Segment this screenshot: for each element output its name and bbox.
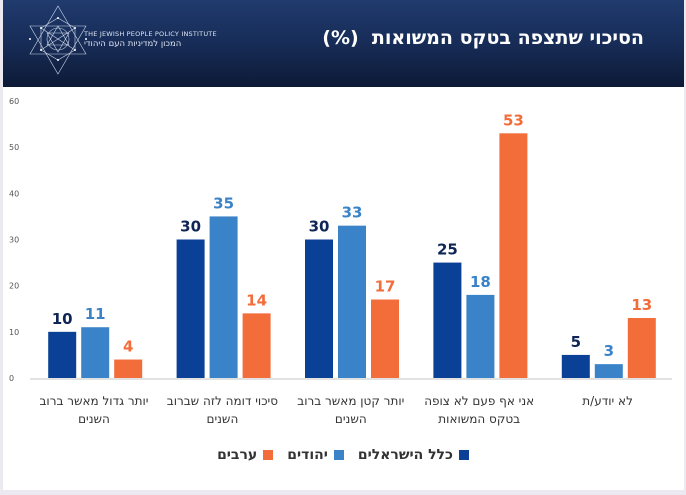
value-label: 5	[571, 333, 581, 351]
value-label: 17	[375, 278, 396, 296]
y-tick-label: 10	[9, 328, 19, 337]
legend-label-jews: יהודים	[287, 447, 328, 463]
chart-title: הסיכוי שתצפה בטקס המשואות (%)	[322, 27, 644, 49]
bars	[48, 133, 656, 378]
bar	[561, 354, 590, 378]
y-axis: 0 10 20 30 40 50 60	[9, 97, 19, 383]
y-tick-label: 30	[9, 236, 19, 245]
legend-swatch-all-israelis	[458, 450, 469, 460]
bar	[242, 313, 271, 378]
bar	[209, 216, 238, 378]
value-label: 10	[52, 310, 73, 328]
bar	[466, 294, 495, 378]
legend-label-arabs: ערבים	[217, 447, 258, 463]
value-label: 13	[631, 296, 652, 314]
bar	[594, 364, 623, 378]
category-label: סיכוי דומה לזה שברוב השנים	[166, 394, 279, 426]
bar	[114, 359, 143, 378]
logo-text-hebrew: המכון למדיניות העם היהודי	[84, 39, 182, 49]
value-label: 35	[213, 194, 234, 212]
category-label: יותר גדול מאשר ברוב השנים	[39, 394, 149, 426]
bar	[499, 133, 528, 378]
y-tick-label: 50	[9, 143, 19, 152]
bar	[338, 225, 366, 378]
y-tick-label: 60	[9, 97, 19, 106]
value-label: 18	[470, 273, 491, 291]
value-label: 4	[123, 338, 133, 356]
value-label: 25	[437, 241, 458, 259]
value-label: 30	[309, 218, 330, 236]
legend-item-all-israelis: כלל הישראלים	[358, 447, 469, 463]
logo-text-english: THE JEWISH PEOPLE POLICY INSTITUTE	[84, 30, 217, 38]
category-label: אני אף פעם לא צופה בטקס המשואות	[424, 394, 535, 426]
value-label: 11	[85, 305, 106, 323]
value-label: 3	[604, 342, 614, 360]
legend-swatch-arabs	[263, 450, 274, 460]
category-label: יותר קטן מאשר ברוב השנים	[297, 394, 405, 426]
header-banner: THE JEWISH PEOPLE POLICY INSTITUTE המכון…	[3, 0, 684, 87]
star-of-david-geometric-icon	[29, 5, 87, 75]
legend-item-arabs: ערבים	[217, 447, 274, 463]
bar	[627, 317, 656, 378]
y-tick-label: 0	[9, 374, 14, 383]
legend: כלל הישראלים יהודים ערבים	[0, 447, 686, 463]
bar	[176, 239, 205, 378]
value-label: 33	[342, 204, 363, 222]
chart-frame: THE JEWISH PEOPLE POLICY INSTITUTE המכון…	[3, 0, 684, 490]
bar	[81, 327, 110, 378]
category-label: לא יודע/ת	[582, 394, 633, 408]
legend-label-all-israelis: כלל הישראלים	[357, 447, 453, 463]
value-label: 53	[503, 111, 524, 129]
value-label: 30	[180, 218, 201, 236]
bar	[305, 239, 333, 378]
bar	[48, 331, 77, 378]
legend-swatch-jews	[333, 450, 344, 460]
bar	[433, 262, 462, 378]
legend-item-jews: יהודים	[287, 447, 344, 463]
y-tick-label: 20	[9, 282, 19, 291]
bar	[371, 299, 399, 378]
y-tick-label: 40	[9, 189, 19, 198]
value-label: 14	[246, 291, 267, 309]
